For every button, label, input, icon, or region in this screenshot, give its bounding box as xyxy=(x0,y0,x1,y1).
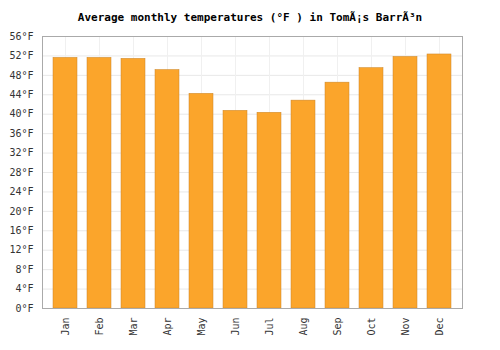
svg-text:May: May xyxy=(196,318,207,336)
svg-text:4°F: 4°F xyxy=(15,283,33,294)
svg-text:Dec: Dec xyxy=(434,318,445,336)
svg-text:44°F: 44°F xyxy=(9,89,33,100)
svg-text:16°F: 16°F xyxy=(9,225,33,236)
svg-text:20°F: 20°F xyxy=(9,206,33,217)
svg-text:Jan: Jan xyxy=(60,318,71,336)
svg-text:36°F: 36°F xyxy=(9,128,33,139)
svg-text:32°F: 32°F xyxy=(9,147,33,158)
svg-text:Jul: Jul xyxy=(264,318,275,336)
svg-text:Aug: Aug xyxy=(298,318,309,336)
svg-text:48°F: 48°F xyxy=(9,70,33,81)
svg-text:Jun: Jun xyxy=(230,318,241,336)
svg-text:Nov: Nov xyxy=(400,318,411,336)
svg-text:52°F: 52°F xyxy=(9,50,33,61)
svg-text:56°F: 56°F xyxy=(9,31,33,42)
svg-text:Oct: Oct xyxy=(366,318,377,336)
svg-text:12°F: 12°F xyxy=(9,244,33,255)
html-text:Average monthly temperatures (: Average monthly temperatures (°F ) in To… xyxy=(77,11,423,24)
svg-text:40°F: 40°F xyxy=(9,108,33,119)
svg-text:0°F: 0°F xyxy=(15,303,33,314)
svg-text:Mar: Mar xyxy=(128,318,139,336)
svg-text:Feb: Feb xyxy=(94,318,105,336)
svg-text:Apr: Apr xyxy=(162,318,173,336)
svg-text:Sep: Sep xyxy=(332,318,343,336)
svg-text:8°F: 8°F xyxy=(15,264,33,275)
svg-text:28°F: 28°F xyxy=(9,167,33,178)
svg-text:24°F: 24°F xyxy=(9,186,33,197)
